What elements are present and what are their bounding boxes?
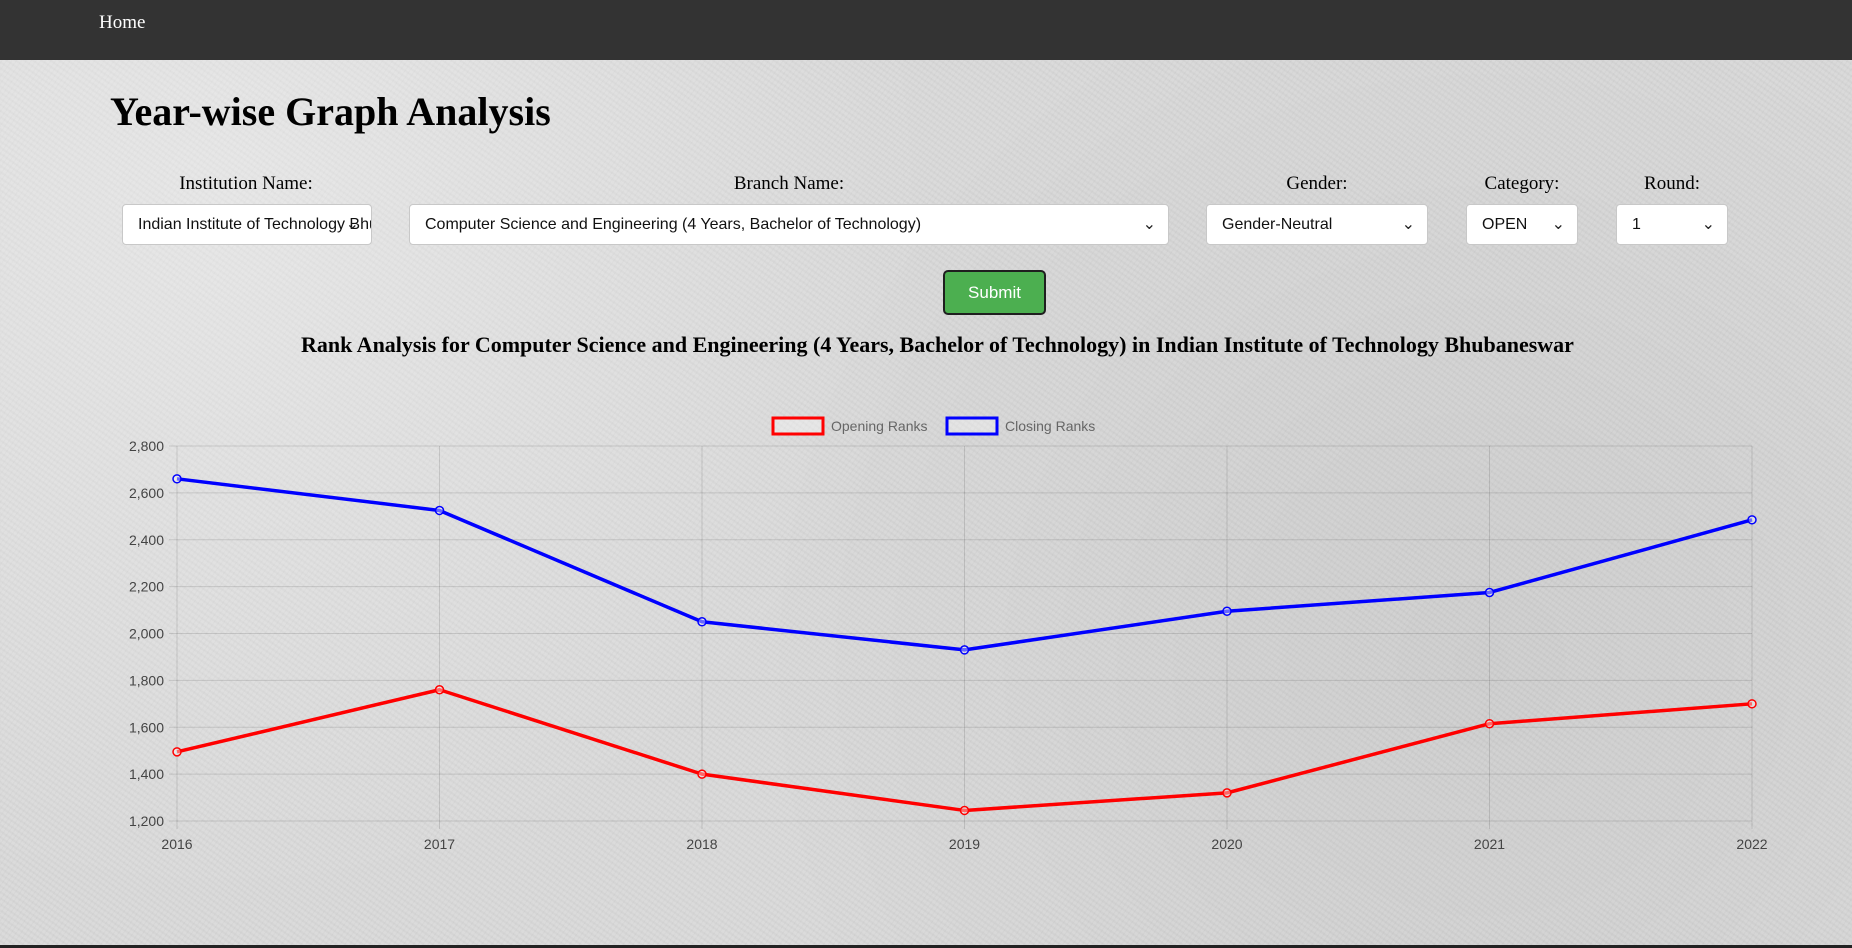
y-tick-label: 2,800: [129, 438, 164, 454]
y-tick-label: 1,400: [129, 766, 164, 782]
data-point: [1747, 699, 1757, 709]
series-line-opening: [176, 688, 1753, 813]
legend-swatch: [945, 416, 999, 436]
chevron-down-icon: ⌄: [1401, 216, 1415, 233]
y-tick-label: 1,800: [129, 672, 164, 688]
rank-line-chart: 2,800 2,600 2,400 2,200 2,000 1,800 1,600 1,400…: [129, 416, 1768, 852]
navbar: Home: [0, 0, 1852, 60]
branch-select[interactable]: Computer Science and Engineering (4 Year…: [409, 204, 1169, 245]
category-select-value: OPEN: [1482, 216, 1528, 233]
chevron-down-icon: ⌄: [1551, 216, 1565, 233]
y-tick-label: 2,200: [129, 579, 164, 595]
legend-label: Opening Ranks: [831, 418, 928, 434]
round-select-value: 1: [1632, 216, 1641, 233]
data-point: [1747, 515, 1757, 525]
y-tick-label: 1,200: [129, 813, 164, 829]
data-point: [172, 474, 182, 484]
series-line-closing: [176, 477, 1753, 652]
y-tick-label: 1,600: [129, 719, 164, 735]
chevron-down-icon: ⌄: [1142, 216, 1156, 233]
page-bottom-border: [0, 945, 1852, 948]
x-tick-label: 2022: [1736, 836, 1767, 852]
data-point: [172, 747, 182, 757]
branch-select-value: Computer Science and Engineering (4 Year…: [425, 216, 922, 233]
page-title: Year-wise Graph Analysis: [110, 89, 551, 134]
round-select[interactable]: 1 ⌄: [1616, 204, 1728, 245]
x-tick-label: 2020: [1211, 836, 1242, 852]
nav-home-link[interactable]: Home: [99, 12, 146, 33]
data-point: [959, 805, 970, 816]
legend-swatch: [771, 416, 825, 436]
gender-label: Gender:: [1286, 173, 1348, 194]
data-point: [434, 685, 445, 695]
y-tick-label: 2,000: [129, 626, 164, 642]
submit-button[interactable]: Submit: [943, 270, 1046, 315]
x-tick-label: 2016: [161, 836, 192, 852]
data-point: [697, 769, 707, 779]
legend-label: Closing Ranks: [1005, 418, 1095, 434]
data-point: [697, 617, 707, 627]
chart-title: Rank Analysis for Computer Science and E…: [301, 332, 1574, 357]
gender-select-value: Gender-Neutral: [1222, 216, 1333, 233]
chevron-down-icon: ⌄: [345, 216, 359, 233]
x-tick-label: 2019: [949, 836, 980, 852]
data-point: [959, 645, 970, 655]
category-select[interactable]: OPEN ⌄: [1466, 204, 1578, 245]
chevron-down-icon: ⌄: [1701, 216, 1715, 233]
institution-label: Institution Name:: [179, 173, 313, 194]
data-point: [1222, 788, 1232, 798]
institution-select-value: Indian Institute of Technology Bhubanesw…: [138, 216, 371, 233]
category-label: Category:: [1484, 173, 1560, 194]
y-tick-label: 2,400: [129, 532, 164, 548]
y-tick-label: 2,600: [129, 485, 164, 501]
branch-label: Branch Name:: [733, 173, 845, 194]
x-tick-label: 2018: [686, 836, 717, 852]
x-tick-label: 2021: [1474, 836, 1505, 852]
data-point: [1484, 718, 1495, 729]
data-point: [434, 505, 445, 516]
data-point: [1484, 587, 1495, 598]
data-point: [1222, 606, 1232, 616]
round-label: Round:: [1644, 173, 1700, 194]
gender-select[interactable]: Gender-Neutral ⌄: [1206, 204, 1428, 245]
x-tick-label: 2017: [424, 836, 455, 852]
institution-select[interactable]: Indian Institute of Technology Bhubanesw…: [122, 204, 372, 245]
